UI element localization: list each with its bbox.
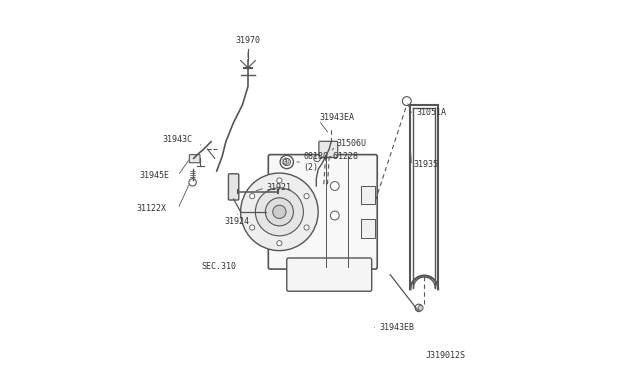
Circle shape (415, 304, 422, 311)
Text: 31921: 31921 (266, 183, 291, 192)
Text: J319012S: J319012S (426, 350, 466, 360)
FancyBboxPatch shape (228, 174, 239, 200)
Circle shape (255, 188, 303, 236)
FancyBboxPatch shape (268, 155, 377, 269)
Text: SEC.310: SEC.310 (202, 262, 236, 271)
Text: 31935: 31935 (413, 160, 438, 169)
Text: ③: ③ (280, 157, 289, 167)
Circle shape (277, 178, 282, 183)
Text: 31122X: 31122X (137, 204, 167, 214)
Circle shape (266, 198, 293, 226)
Text: 31943EB: 31943EB (379, 323, 414, 331)
Text: 08180-61228
(2): 08180-61228 (2) (303, 152, 358, 172)
FancyBboxPatch shape (360, 186, 376, 205)
Circle shape (418, 305, 423, 310)
FancyBboxPatch shape (189, 155, 200, 163)
Circle shape (330, 211, 339, 220)
Text: 31970: 31970 (236, 36, 260, 45)
Text: 31943EA: 31943EA (319, 113, 355, 122)
Circle shape (273, 205, 286, 218)
Circle shape (304, 193, 309, 199)
FancyBboxPatch shape (287, 258, 372, 291)
Text: 31051A: 31051A (416, 108, 446, 118)
Text: 31943C: 31943C (163, 135, 193, 144)
Circle shape (403, 97, 411, 106)
Circle shape (330, 182, 339, 190)
FancyBboxPatch shape (360, 219, 376, 238)
Text: 31924: 31924 (225, 217, 250, 225)
Circle shape (277, 241, 282, 246)
Text: 31945E: 31945E (140, 171, 170, 180)
Circle shape (189, 179, 196, 186)
Circle shape (304, 225, 309, 230)
Circle shape (280, 155, 293, 169)
Circle shape (241, 173, 318, 251)
FancyBboxPatch shape (319, 141, 338, 158)
Circle shape (250, 193, 255, 199)
Text: 31506U: 31506U (337, 139, 367, 148)
Circle shape (283, 158, 291, 166)
Circle shape (314, 155, 321, 161)
Circle shape (250, 225, 255, 230)
